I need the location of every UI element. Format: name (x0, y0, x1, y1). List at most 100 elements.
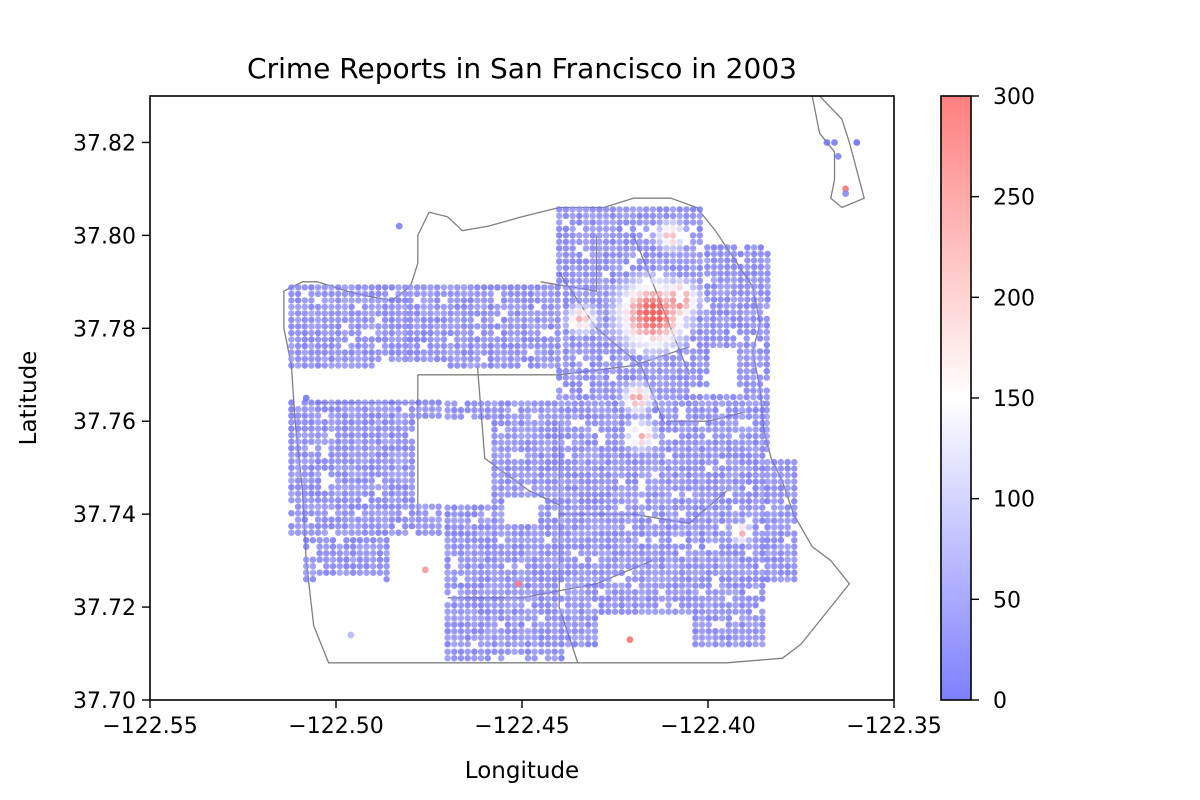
data-point (752, 452, 759, 459)
data-point (791, 471, 798, 479)
data-point (725, 419, 732, 427)
data-point (631, 576, 639, 583)
data-point (665, 406, 672, 414)
data-point (578, 550, 585, 557)
data-point (752, 517, 759, 524)
data-point (427, 316, 434, 324)
data-point (484, 576, 491, 583)
data-point (368, 412, 375, 419)
data-point (777, 504, 785, 511)
data-point (375, 458, 382, 465)
data-point (725, 517, 732, 524)
data-point (625, 537, 632, 544)
data-point (750, 263, 758, 271)
data-point (658, 445, 666, 453)
data-point (554, 284, 561, 291)
data-point (611, 556, 619, 563)
data-point (395, 458, 402, 465)
data-point (558, 569, 565, 576)
data-point (308, 464, 315, 471)
data-point (558, 556, 565, 563)
data-point (402, 425, 409, 432)
data-point (464, 537, 471, 544)
data-point (507, 297, 514, 304)
data-point (676, 277, 683, 285)
data-point (361, 503, 369, 510)
data-point (605, 602, 612, 609)
data-point (649, 238, 657, 246)
data-point (395, 451, 402, 458)
data-point (471, 530, 478, 537)
data-point (368, 349, 375, 356)
data-point (471, 634, 478, 641)
data-point (288, 297, 295, 304)
data-point (703, 328, 710, 336)
data-point (544, 602, 552, 609)
data-point (444, 556, 451, 563)
data-point (692, 634, 699, 641)
data-point (363, 537, 370, 544)
data-point (301, 342, 308, 350)
data-point (698, 582, 706, 589)
data-point (598, 452, 605, 459)
data-point (569, 219, 576, 226)
data-point (464, 582, 471, 589)
data-point (514, 297, 521, 304)
data-point (407, 284, 414, 291)
data-point (375, 412, 382, 419)
data-point (589, 219, 596, 226)
data-point (361, 399, 369, 406)
data-point (335, 342, 342, 350)
data-point (544, 530, 552, 537)
data-point (314, 406, 322, 413)
data-point (381, 432, 389, 439)
data-point (609, 212, 616, 220)
data-point (676, 315, 683, 323)
data-point (564, 426, 572, 433)
data-point (618, 543, 625, 550)
data-point (518, 641, 525, 648)
data-point (451, 615, 458, 622)
data-point (544, 595, 552, 602)
data-point (759, 413, 766, 420)
data-point (524, 458, 532, 466)
data-point (716, 322, 724, 329)
data-point (623, 322, 630, 329)
data-point (585, 413, 592, 420)
data-point (564, 628, 572, 635)
data-point (434, 342, 441, 350)
data-point (541, 290, 548, 298)
data-point (504, 589, 512, 596)
data-point (683, 212, 690, 220)
data-point (718, 628, 726, 635)
data-point (585, 563, 592, 570)
data-point (370, 543, 377, 550)
data-point (336, 550, 343, 557)
data-point (511, 621, 518, 628)
data-point (454, 290, 461, 298)
data-point (685, 569, 692, 576)
data-point (527, 329, 535, 337)
data-point (616, 206, 623, 213)
data-point (611, 504, 619, 511)
data-point (288, 425, 295, 432)
data-point (589, 264, 596, 272)
data-point (521, 284, 528, 291)
data-point (407, 290, 414, 298)
data-point (408, 458, 416, 465)
data-point (558, 491, 565, 498)
data-point (764, 296, 771, 303)
data-point (752, 445, 759, 453)
data-point (361, 490, 369, 497)
data-point (631, 530, 639, 537)
data-point (752, 641, 759, 648)
data-point (777, 458, 785, 466)
data-point (524, 608, 532, 615)
data-point (464, 641, 471, 648)
data-point (434, 329, 441, 337)
data-point (361, 477, 369, 484)
data-point (363, 556, 370, 563)
data-point (361, 471, 369, 478)
data-point (623, 251, 630, 259)
data-point (471, 621, 478, 628)
